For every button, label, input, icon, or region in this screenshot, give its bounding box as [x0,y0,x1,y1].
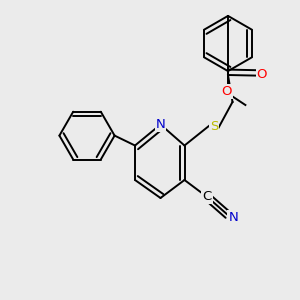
Text: C: C [202,190,211,203]
Text: N: N [156,118,165,131]
Text: O: O [256,68,267,81]
Text: N: N [229,211,238,224]
Text: O: O [221,85,232,98]
Text: S: S [210,120,218,133]
